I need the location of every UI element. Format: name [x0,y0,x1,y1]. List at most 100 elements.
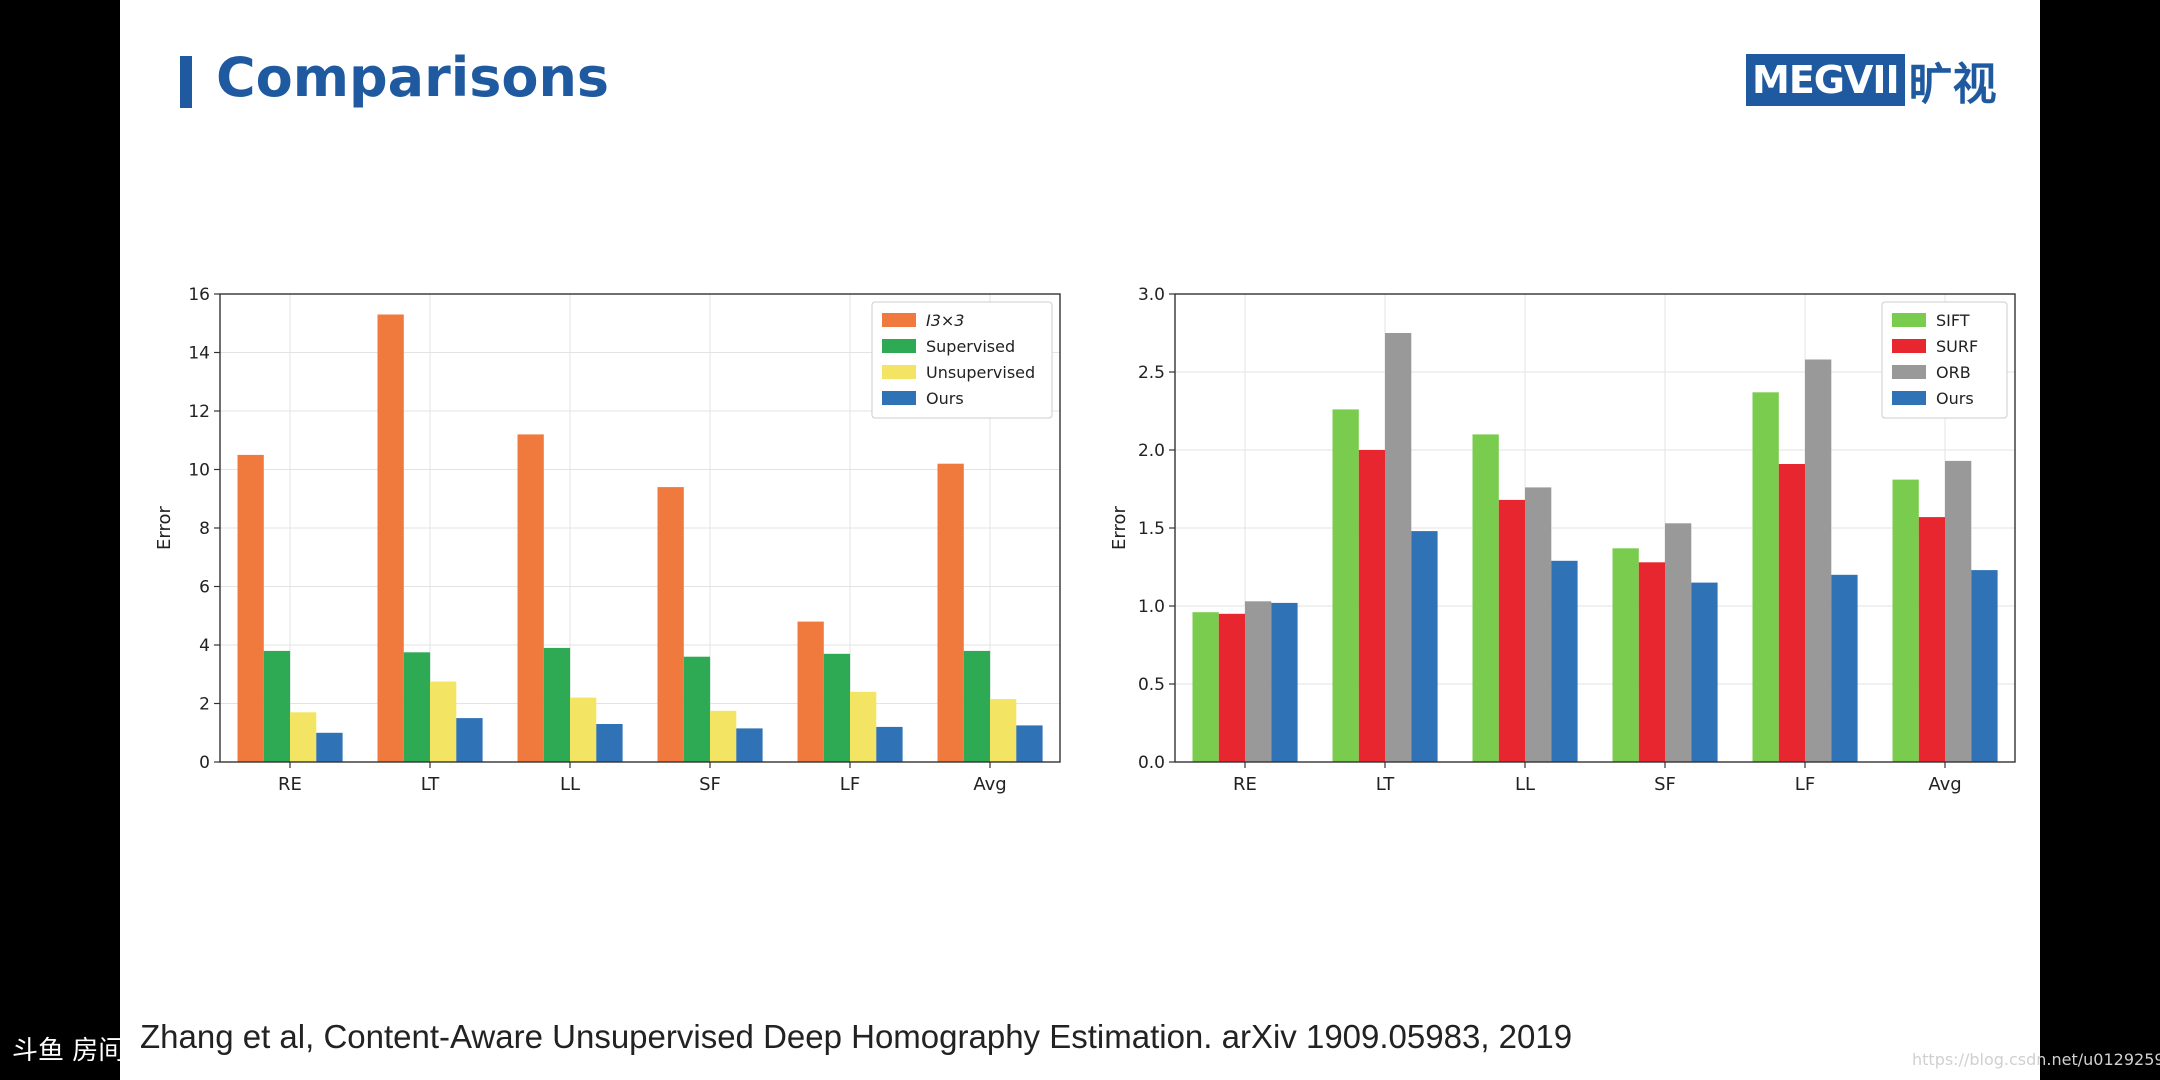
slide-title: Comparisons [216,46,610,109]
blog-watermark: https://blog.csdn.net/u012925946 [1912,1050,2160,1069]
bar-ours-avg [1971,570,1998,762]
bar-supervised-sf [683,656,711,762]
chart-homography-methods: 0 2 4 6 8 10 12 14 16 RE LT LL SF LF Avg Error I3×3 Super… [140,270,1080,810]
bar-ours-lf [1831,574,1858,762]
bar-sift-re [1192,612,1219,762]
y-tick-label: 0.0 [1138,753,1165,773]
legend-swatch [882,365,916,379]
bar-surf-re [1218,613,1246,762]
legend-label: Ours [1936,389,1974,408]
bar-ours-ll [596,724,623,762]
slide: Comparisons MEGVII 旷视 0 2 4 6 8 10 12 14 16 RE LT L… [120,0,2040,1080]
x-tick-label: RE [1233,774,1257,795]
x-tick-label: Avg [1928,774,1961,795]
bar-i33-lt [377,314,404,762]
x-tick-label: LL [1515,774,1535,795]
bar-sift-avg [1892,479,1919,762]
bar-ours-sf [1691,582,1718,762]
bar-ours-re [316,732,343,763]
plot-frame [219,293,1061,763]
y-tick-label: 12 [188,402,210,422]
bar-ours-re [1271,602,1298,762]
bar-unsupervised-ll [570,697,597,762]
x-tick-label: RE [278,774,302,795]
bar-sift-lt [1332,409,1359,762]
plot-frame [1174,293,2016,763]
y-tick-label: 2.0 [1138,441,1165,461]
x-tick-label: Avg [973,774,1006,795]
stream-watermark: 斗鱼 房间 [12,1036,125,1066]
legend-swatch [1892,365,1926,379]
legend-label: ORB [1936,363,1971,382]
logo-text: MEGVII [1746,54,1905,106]
y-axis-label: Error [1109,505,1130,549]
bar-surf-sf [1638,562,1666,762]
bar-surf-ll [1498,499,1526,762]
bar-unsupervised-re [290,712,317,762]
legend-label: Unsupervised [926,363,1035,382]
bar-unsupervised-lt [430,681,457,762]
x-tick-label: LF [1795,774,1815,795]
bar-sift-lf [1752,392,1779,762]
bar-sift-sf [1612,548,1639,762]
bar-orb-lt [1385,333,1412,762]
y-axis-label: Error [154,505,175,549]
x-tick-label: LT [421,774,441,795]
bar-orb-sf [1665,523,1692,762]
bar-unsupervised-avg [990,699,1017,762]
bar-ours-lf [876,726,903,762]
bar-orb-re [1245,601,1272,762]
legend-swatch [1892,391,1926,405]
legend-swatch [1892,339,1926,353]
bar-supervised-lf [823,653,851,762]
legend-label: Ours [926,389,964,408]
bar-i33-re [237,454,264,762]
y-tick-label: 0 [199,753,210,773]
bar-ours-ll [1551,560,1578,762]
legend-box [1881,301,2008,419]
legend-swatch [882,339,916,353]
bar-supervised-avg [963,650,991,762]
bar-supervised-re [263,650,291,762]
y-tick-label: 10 [188,461,210,481]
legend-label: SIFT [1936,311,1970,330]
bar-supervised-ll [543,647,571,762]
legend-swatch [882,391,916,405]
bar-ours-lt [1411,531,1438,762]
bar-unsupervised-lf [850,691,877,762]
y-tick-label: 2.5 [1138,363,1165,383]
legend-box [871,301,1053,419]
y-tick-label: 2 [199,695,210,715]
logo-cn-text: 旷视 [1908,59,1997,110]
bar-surf-lf [1778,464,1806,762]
bar-i33-sf [657,487,684,762]
bar-orb-lf [1805,359,1832,762]
bar-surf-lt [1358,450,1386,762]
y-tick-label: 0.5 [1138,675,1165,695]
citation-text: Zhang et al, Content-Aware Unsupervised … [140,1018,1573,1055]
bar-ours-lt [456,718,483,762]
bar-ours-avg [1016,725,1043,762]
y-tick-label: 14 [188,344,210,364]
bar-sift-ll [1472,434,1499,762]
y-tick-label: 3.0 [1138,285,1165,305]
x-tick-label: SF [1654,774,1676,795]
x-tick-label: LF [840,774,860,795]
legend-label: SURF [1936,337,1978,356]
chart-feature-methods: 0.0 0.5 1.0 1.5 2.0 2.5 3.0 RE LT LL SF LF Avg Error S… [1095,270,2035,810]
y-tick-label: 16 [188,285,210,305]
y-tick-label: 8 [199,519,210,539]
megvii-logo: MEGVII 旷视 [1746,54,1997,110]
bar-unsupervised-sf [710,710,737,762]
bar-supervised-lt [403,652,431,762]
x-tick-label: SF [699,774,721,795]
legend-swatch [1892,313,1926,327]
x-tick-label: LT [1376,774,1396,795]
legend-label: Supervised [926,337,1015,356]
title-accent-bar [180,56,192,108]
bar-orb-ll [1525,487,1552,762]
bar-i33-lf [797,621,824,762]
bar-surf-avg [1918,517,1946,762]
legend-swatch [882,313,916,327]
